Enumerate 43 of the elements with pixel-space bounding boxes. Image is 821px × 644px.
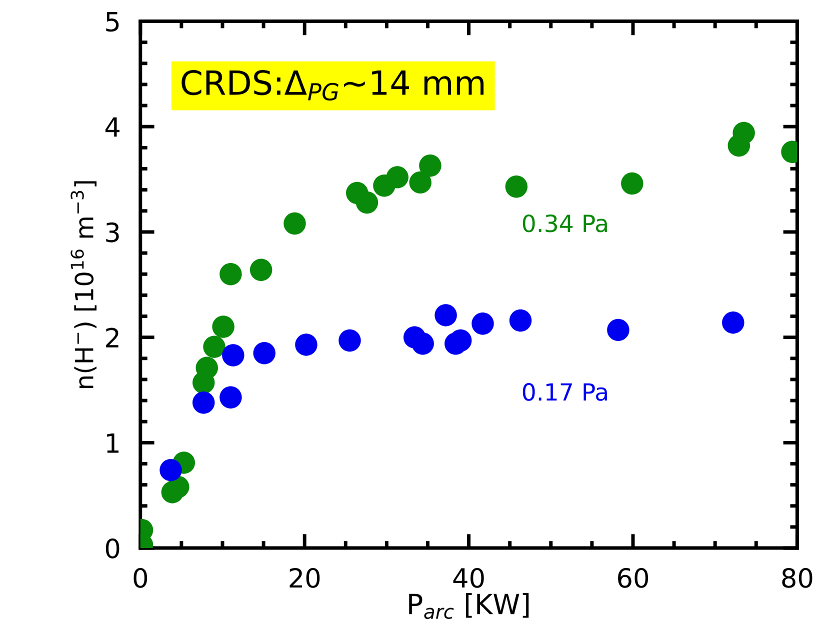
- point: [412, 332, 434, 355]
- point: [222, 344, 244, 366]
- point: [607, 318, 630, 342]
- x-tick-label: 80: [782, 568, 812, 588]
- point: [732, 122, 755, 144]
- point: [203, 336, 226, 358]
- point: [196, 356, 218, 379]
- x-tick-label: 0: [134, 568, 148, 588]
- point: [220, 386, 242, 408]
- x-tick-label: 20: [290, 568, 320, 588]
- x-tick-label: 40: [453, 568, 484, 588]
- x-axis-title: P$_{arc}$ [KW]: [409, 593, 529, 619]
- point: [621, 172, 644, 195]
- y-tick-label: 2: [106, 328, 118, 348]
- series-label: 0.17 Pa: [522, 383, 607, 401]
- annotation: CRDS:Δ$_{PG}$∼14 mm: [182, 70, 484, 101]
- y-axis-title: n(H$^{−}$) [10$^{16}$ m$^{−3}$]: [70, 181, 97, 388]
- point: [212, 316, 234, 338]
- point: [509, 309, 532, 332]
- y-tick-label: 4: [105, 117, 120, 137]
- y-tick-label: 1: [107, 433, 119, 453]
- point: [167, 476, 190, 498]
- point: [472, 312, 494, 335]
- point: [192, 392, 215, 414]
- point: [284, 212, 306, 235]
- point: [338, 329, 361, 352]
- point: [253, 342, 276, 364]
- point: [419, 154, 442, 177]
- point: [160, 458, 182, 482]
- series-label: 0.34 Pa: [522, 214, 607, 232]
- y-tick-label: 0: [106, 538, 120, 558]
- y-tick-label: 5: [106, 12, 119, 32]
- point: [356, 191, 378, 214]
- point: [220, 263, 242, 286]
- point: [295, 334, 318, 356]
- x-tick-label: 60: [618, 568, 648, 588]
- point: [386, 166, 408, 188]
- y-tick-label: 3: [106, 222, 119, 242]
- point: [505, 176, 528, 198]
- point: [722, 311, 744, 334]
- point: [250, 258, 272, 282]
- point: [409, 171, 432, 194]
- point: [434, 304, 457, 326]
